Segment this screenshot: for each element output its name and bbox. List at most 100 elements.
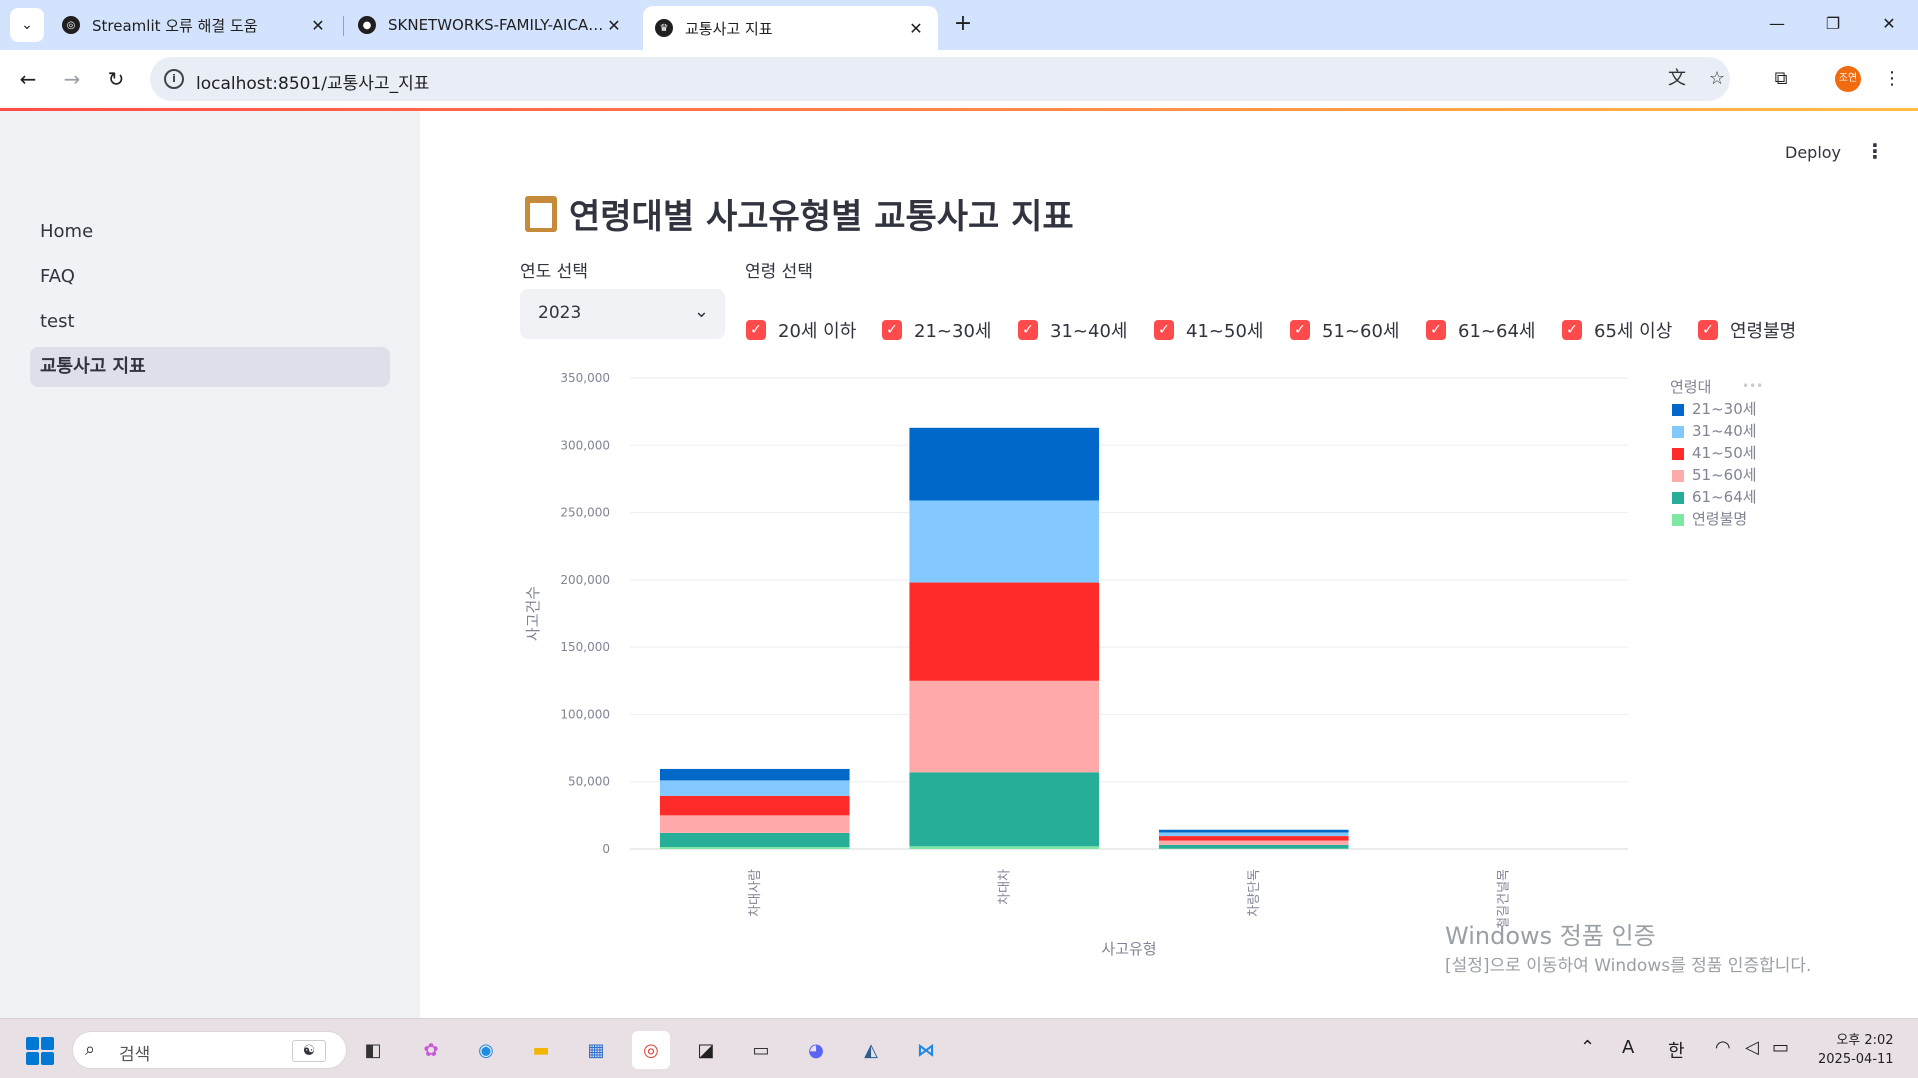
legend-entry[interactable]: 연령불명 <box>1692 510 1747 528</box>
windows-start-icon[interactable] <box>26 1037 54 1065</box>
age-checkbox-41-50[interactable]: ✓ 41~50세 <box>1154 317 1263 343</box>
restore-icon[interactable]: ❐ <box>1825 14 1841 33</box>
checkbox-checked-icon: ✓ <box>1698 320 1718 340</box>
clipboard-icon <box>525 196 557 232</box>
bar-segment[interactable] <box>1158 844 1349 849</box>
checkbox-label: 61~64세 <box>1458 321 1536 342</box>
legend-entry[interactable]: 41~50세 <box>1692 444 1757 462</box>
battery-icon[interactable]: ▭ <box>1772 1037 1790 1058</box>
bar-segment[interactable] <box>659 815 850 833</box>
legend-entry[interactable]: 31~40세 <box>1692 422 1757 440</box>
age-checkbox-31-40[interactable]: ✓ 31~40세 <box>1018 317 1127 343</box>
window-close-icon[interactable]: ✕ <box>1882 14 1896 33</box>
bar-segment[interactable] <box>659 846 850 849</box>
ms-store-icon[interactable]: ▦ <box>587 1039 605 1061</box>
reload-icon[interactable]: ↻ <box>107 67 125 91</box>
stacked-bar-chart[interactable]: 0 50,000 100,000 150,000 200,000 250,000 300,0… <box>510 346 1890 966</box>
bar-segment[interactable] <box>1158 836 1349 841</box>
bar-segment[interactable] <box>909 582 1100 681</box>
sidebar-item-home[interactable]: Home <box>40 221 94 242</box>
age-checkbox-21-30[interactable]: ✓ 21~30세 <box>882 317 991 343</box>
main-menu-icon[interactable]: ⋮ <box>1865 139 1885 163</box>
edge-icon[interactable]: ◉ <box>478 1039 494 1061</box>
legend-swatch <box>1672 514 1684 526</box>
discord-icon[interactable]: ◕ <box>808 1039 824 1061</box>
sidebar-item-traffic-accident[interactable]: 교통사고 지표 <box>30 347 390 387</box>
checkbox-label: 20세 이하 <box>778 321 857 342</box>
ime-a-indicator[interactable]: A <box>1622 1037 1635 1058</box>
tab-close-icon[interactable]: ✕ <box>607 15 621 35</box>
checkbox-label: 51~60세 <box>1322 321 1400 342</box>
bar-segment[interactable] <box>1158 832 1349 837</box>
tab-close-icon[interactable]: ✕ <box>909 18 923 38</box>
file-explorer-icon[interactable]: ▬ <box>532 1039 550 1061</box>
task-view-icon[interactable]: ◧ <box>364 1039 382 1061</box>
age-checkbox-65-plus[interactable]: ✓ 65세 이상 <box>1562 317 1672 343</box>
page-title-text: 연령대별 사고유형별 교통사고 지표 <box>569 197 1074 237</box>
age-checkbox-under-20[interactable]: ✓ 20세 이하 <box>746 317 856 343</box>
url-text[interactable]: localhost:8501/교통사고_지표 <box>196 74 430 94</box>
back-arrow-icon[interactable]: ← <box>19 67 37 91</box>
bar-segment[interactable] <box>909 427 1100 501</box>
wifi-icon[interactable]: ◠ <box>1715 1037 1731 1058</box>
copilot-icon[interactable]: ✿ <box>423 1039 439 1061</box>
tab-github[interactable]: ● SKNETWORKS-FAMILY-AICAMP ✕ <box>346 6 636 44</box>
y-tick-label: 200,000 <box>560 573 610 587</box>
age-checkbox-51-60[interactable]: ✓ 51~60세 <box>1290 317 1399 343</box>
site-info-icon[interactable]: i <box>164 69 184 89</box>
checkbox-label: 연령불명 <box>1730 321 1797 342</box>
legend-entry[interactable]: 61~64세 <box>1692 488 1757 506</box>
bar-segment[interactable] <box>659 795 850 816</box>
tab-list-chevron-icon[interactable]: ⌄ <box>10 8 44 42</box>
bar-segment[interactable] <box>1158 840 1349 845</box>
bar-segment[interactable] <box>909 846 1100 849</box>
bar-segment[interactable] <box>659 780 850 796</box>
forward-arrow-icon[interactable]: → <box>63 67 81 91</box>
sidebar-item-test[interactable]: test <box>40 311 75 332</box>
mysql-icon[interactable]: ◭ <box>864 1039 878 1061</box>
bar-segment[interactable] <box>659 768 850 781</box>
age-checkbox-unknown[interactable]: ✓ 연령불명 <box>1698 317 1796 343</box>
checkbox-checked-icon: ✓ <box>1018 320 1038 340</box>
new-tab-plus-icon[interactable]: + <box>953 11 973 36</box>
legend-swatch <box>1672 426 1684 438</box>
sidebar-item-faq[interactable]: FAQ <box>40 266 75 287</box>
tab-streamlit-help[interactable]: ◎ Streamlit 오류 해결 도움 ✕ <box>50 6 340 44</box>
taskbar-search-placeholder: 검색 <box>119 1045 151 1065</box>
bookmark-star-icon[interactable]: ☆ <box>1708 68 1726 89</box>
bar-segment[interactable] <box>909 772 1100 847</box>
bar-segment[interactable] <box>659 832 850 847</box>
chrome-menu-icon[interactable]: ⋮ <box>1883 68 1901 89</box>
volume-icon[interactable]: ◁ <box>1745 1037 1759 1058</box>
vscode-icon[interactable]: ⋈ <box>917 1039 935 1061</box>
translate-icon[interactable]: 文 <box>1668 68 1686 89</box>
profile-avatar[interactable]: 조연 <box>1835 66 1861 92</box>
chevron-down-icon: ⌄ <box>693 301 709 322</box>
chrome-icon[interactable]: ◎ <box>632 1031 670 1069</box>
tab-close-icon[interactable]: ✕ <box>311 15 325 35</box>
deploy-button[interactable]: Deploy <box>1785 143 1842 162</box>
bar-segment[interactable] <box>1158 829 1349 833</box>
tray-chevron-up-icon[interactable]: ⌃ <box>1580 1037 1596 1058</box>
checkbox-label: 41~50세 <box>1186 321 1264 342</box>
tab-traffic-accident[interactable]: ♛ 교통사고 지표 ✕ <box>643 6 938 50</box>
bar-segment[interactable] <box>909 500 1100 583</box>
taskbar-search[interactable]: ⌕ 검색 ☯ <box>72 1031 347 1069</box>
legend-entry[interactable]: 21~30세 <box>1692 400 1757 418</box>
y-tick-label: 350,000 <box>560 371 610 385</box>
extensions-puzzle-icon[interactable]: ⧉ <box>1774 68 1788 89</box>
checkbox-label: 65세 이상 <box>1594 321 1673 342</box>
year-select[interactable]: 2023 ⌄ <box>520 289 725 339</box>
year-select-label: 연도 선택 <box>520 262 588 282</box>
age-checkbox-61-64[interactable]: ✓ 61~64세 <box>1426 317 1535 343</box>
legend-title: 연령대 <box>1670 378 1711 396</box>
sticky-notes-icon[interactable]: ◪ <box>697 1039 715 1061</box>
bar-segment[interactable] <box>909 680 1100 773</box>
taskbar-clock[interactable]: 오후 2:02 2025-04-11 <box>1818 1031 1894 1069</box>
minimize-icon[interactable]: — <box>1769 14 1785 33</box>
ime-hangul-indicator[interactable]: 한 <box>1668 1041 1685 1062</box>
address-bar[interactable]: i localhost:8501/교통사고_지표 文 ☆ <box>150 57 1730 101</box>
terminal-icon[interactable]: ▭ <box>752 1039 770 1061</box>
legend-entry[interactable]: 51~60세 <box>1692 466 1757 484</box>
